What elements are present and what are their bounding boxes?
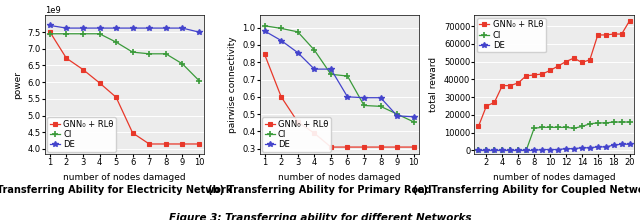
- Y-axis label: power: power: [13, 71, 22, 99]
- Text: 1e9: 1e9: [45, 6, 61, 15]
- Y-axis label: total reward: total reward: [429, 57, 438, 112]
- X-axis label: number of nodes damaged: number of nodes damaged: [278, 173, 401, 182]
- Text: (b) Transferring Ability for Primary Road: (b) Transferring Ability for Primary Roa…: [208, 185, 432, 195]
- Text: (a) Transferring Ability for Electricity Network: (a) Transferring Ability for Electricity…: [0, 185, 233, 195]
- Text: Figure 3: Transferring ability for different Networks: Figure 3: Transferring ability for diffe…: [169, 213, 471, 220]
- Legend: GNN₀ + RLθ, CI, DE: GNN₀ + RLθ, CI, DE: [47, 117, 116, 152]
- Legend: GNN₀ + RLθ, CI, DE: GNN₀ + RLθ, CI, DE: [262, 117, 331, 152]
- Legend: GNN₀ + RLθ, CI, DE: GNN₀ + RLθ, CI, DE: [477, 18, 546, 52]
- Text: (c) Transferring Ability for Coupled Network: (c) Transferring Ability for Coupled Net…: [413, 185, 640, 195]
- X-axis label: number of nodes damaged: number of nodes damaged: [63, 173, 186, 182]
- X-axis label: number of nodes damaged: number of nodes damaged: [493, 173, 615, 182]
- Y-axis label: pairwise connectivity: pairwise connectivity: [228, 36, 237, 133]
